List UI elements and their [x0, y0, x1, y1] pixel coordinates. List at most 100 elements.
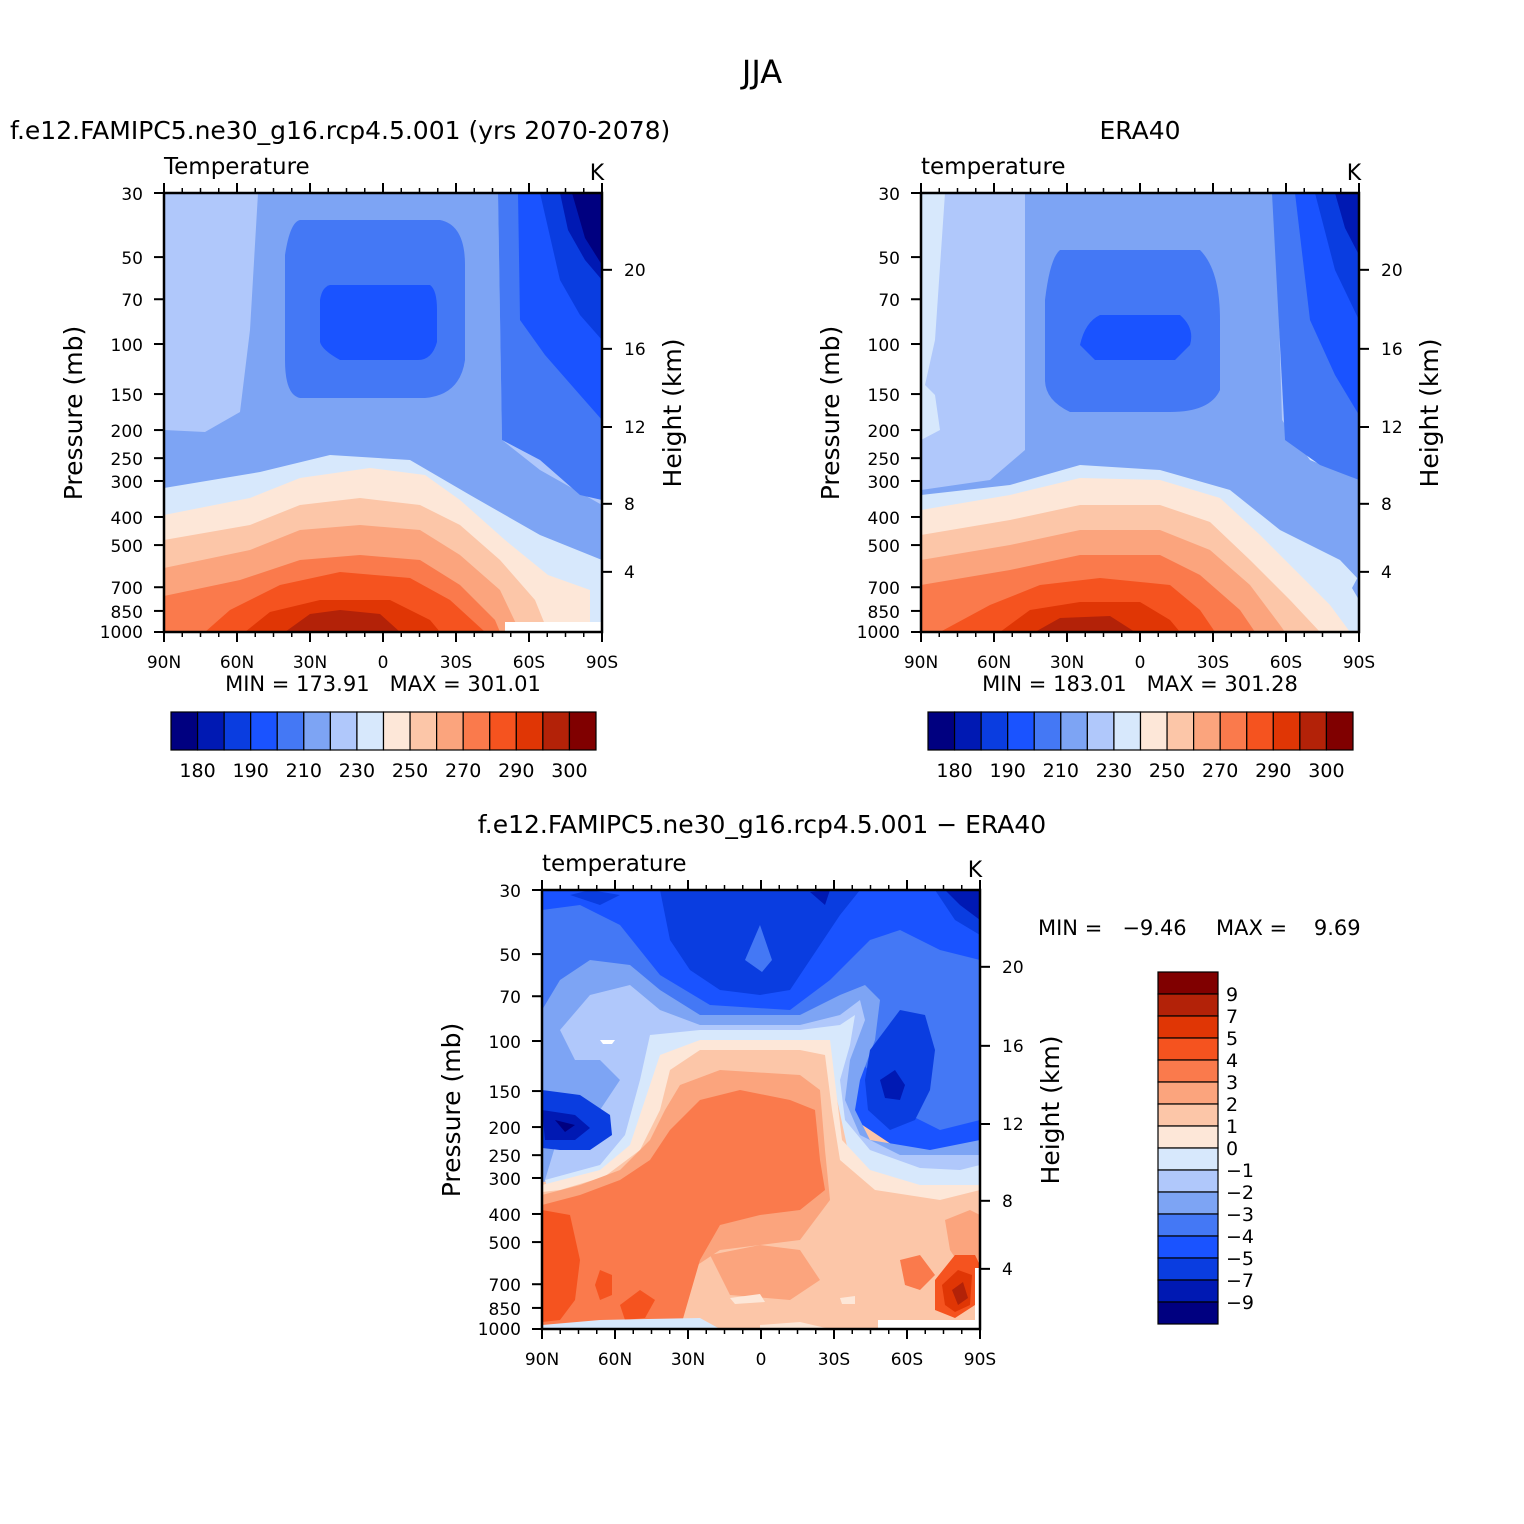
height-tick-label: 12	[624, 418, 646, 438]
colorbar-label: 290	[498, 760, 534, 782]
stats-label: MIN = 173.91 MAX = 301.01	[225, 672, 541, 696]
colorbar-label: 180	[936, 760, 972, 782]
height-tick-label: 16	[1381, 340, 1403, 360]
y-tick-label: 150	[111, 386, 143, 406]
colorbar-swatch	[1299, 711, 1328, 751]
y-tick-label: 70	[499, 988, 521, 1008]
x-tick-label: 60N	[977, 653, 1011, 673]
colorbar-swatch	[1157, 1059, 1219, 1083]
height-tick-label: 12	[1002, 1115, 1024, 1135]
colorbar-swatch	[1157, 1257, 1219, 1281]
y-tick-label: 1000	[857, 623, 900, 643]
y-tick-label: 300	[489, 1170, 521, 1190]
panel-title: ERA40	[1099, 116, 1180, 145]
x-tick-label: 30N	[671, 1350, 705, 1370]
colorbar-swatch	[170, 711, 199, 751]
units-label: K	[968, 858, 983, 883]
colorbar-label: 250	[1149, 760, 1185, 782]
colorbar-swatch	[1113, 711, 1142, 751]
colorbar-label: 230	[339, 760, 375, 782]
x-tick-label: 60S	[1270, 653, 1302, 673]
y-tick-label: 250	[111, 450, 143, 470]
colorbar-label: 270	[445, 760, 481, 782]
y-axis-label: Pressure (mb)	[816, 326, 845, 500]
x-tick-label: 90S	[586, 653, 618, 673]
stats-min-label: MIN = −9.46	[1038, 916, 1187, 940]
x-ticks: 90N 60N 30N 0 30S 60S 90S	[525, 1350, 996, 1370]
y-tick-label: 70	[878, 291, 900, 311]
x-ticks: 90N 60N 30N 0 30S 60S 90S	[147, 653, 618, 673]
y-tick-label: 30	[878, 185, 900, 205]
x-tick-label: 90N	[147, 653, 181, 673]
colorbar-label: −5	[1226, 1248, 1254, 1270]
y-ticks: 30 50 70 100 150 200 250 300 400 500 700…	[478, 882, 521, 1340]
y-right-ticks: 20 16 12 8 4	[1002, 958, 1024, 1280]
y-tick-label: 30	[499, 882, 521, 902]
colorbar-label: 210	[1043, 760, 1079, 782]
x-tick-label: 30N	[293, 653, 327, 673]
y-tick-label: 150	[489, 1083, 521, 1103]
colorbar-label: −3	[1226, 1204, 1254, 1226]
x-tick-label: 0	[756, 1350, 767, 1370]
colorbar-swatch	[1086, 711, 1115, 751]
y-tick-label: 50	[878, 249, 900, 269]
colorbar-swatch	[1193, 711, 1221, 751]
colorbar-label: 190	[233, 760, 269, 782]
variable-label: Temperature	[163, 154, 310, 180]
figure-title: JJA	[740, 53, 782, 91]
colorbar-swatch	[1246, 711, 1274, 751]
colorbar-swatch	[409, 711, 438, 751]
panel-difference: f.e12.FAMIPC5.ne30_g16.rcp4.5.001 − ERA4…	[437, 810, 1361, 1370]
y-tick-label: 1000	[478, 1320, 521, 1340]
colorbar-swatch	[196, 711, 225, 751]
colorbar-swatch	[1157, 1301, 1219, 1325]
x-tick-label: 0	[1135, 653, 1146, 673]
y-axis-label: Pressure (mb)	[437, 1023, 466, 1197]
y-tick-label: 150	[868, 386, 900, 406]
colorbar-label: −1	[1226, 1160, 1254, 1182]
height-tick-label: 8	[624, 495, 635, 515]
colorbar: 180 190 210 230 250 270 290 300	[927, 711, 1354, 782]
x-tick-label: 30N	[1050, 653, 1084, 673]
colorbar-swatch	[1157, 993, 1219, 1017]
colorbar-swatch	[382, 711, 411, 751]
y-tick-label: 50	[121, 249, 143, 269]
height-tick-label: 20	[1002, 958, 1024, 978]
height-tick-label: 20	[1381, 261, 1403, 281]
y-tick-label: 500	[868, 537, 900, 557]
height-tick-label: 4	[624, 563, 635, 583]
colorbar-swatch	[1157, 1147, 1219, 1171]
colorbar-swatch	[303, 711, 331, 751]
y-tick-label: 50	[499, 946, 521, 966]
colorbar-label: 3	[1226, 1072, 1238, 1094]
colorbar-swatch	[1157, 1169, 1219, 1193]
height-tick-label: 8	[1381, 495, 1392, 515]
colorbar-label: −9	[1226, 1292, 1254, 1314]
y-tick-label: 300	[111, 473, 143, 493]
tick-marks	[532, 880, 990, 1339]
colorbar-swatch	[1157, 1125, 1219, 1149]
x-tick-label: 90N	[904, 653, 938, 673]
x-tick-label: 60S	[513, 653, 545, 673]
colorbar-swatch	[1157, 1279, 1219, 1303]
colorbar-swatch	[542, 711, 571, 751]
x-tick-label: 90N	[525, 1350, 559, 1370]
colorbar-label: 7	[1226, 1006, 1238, 1028]
colorbar-label: 210	[286, 760, 322, 782]
height-tick-label: 4	[1002, 1260, 1013, 1280]
height-tick-label: 20	[624, 261, 646, 281]
height-tick-label: 16	[1002, 1037, 1024, 1057]
colorbar-swatch	[515, 711, 544, 751]
colorbar-swatch	[1139, 711, 1168, 751]
contour-field	[542, 890, 980, 1329]
contour-field	[921, 193, 1359, 632]
y-right-ticks: 20 16 12 8 4	[1381, 261, 1403, 583]
x-tick-label: 0	[378, 653, 389, 673]
colorbar-label: 290	[1255, 760, 1291, 782]
colorbar-swatch	[250, 711, 278, 751]
colorbar-swatch	[1325, 711, 1354, 751]
y-tick-label: 700	[111, 579, 143, 599]
colorbar-label: 0	[1226, 1138, 1238, 1160]
y-tick-label: 700	[489, 1276, 521, 1296]
